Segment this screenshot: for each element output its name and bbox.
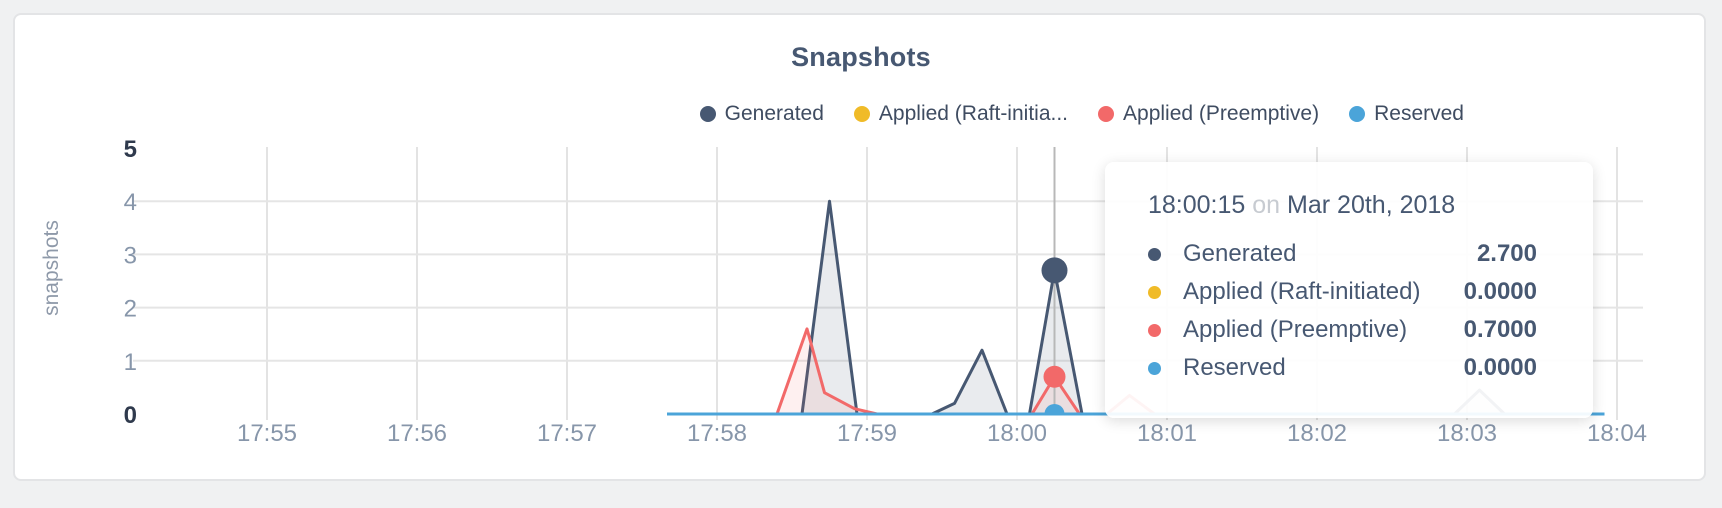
chart-title: Snapshots [791, 42, 931, 72]
tooltip-series-value: 0.0000 [1463, 278, 1537, 305]
tooltip-row-generated: Generated 2.700 [1148, 235, 1537, 273]
legend-swatch-icon [1349, 106, 1366, 122]
tooltip-series-value: 0.0000 [1463, 354, 1537, 381]
x-tick-label: 17:55 [237, 420, 297, 447]
tooltip-date: Mar 20th, 2018 [1287, 191, 1456, 219]
x-tick-label: 17:58 [687, 420, 747, 447]
y-tick-label: 4 [124, 189, 137, 216]
tooltip-series-value: 0.7000 [1463, 316, 1537, 343]
x-tick-label: 18:02 [1287, 420, 1347, 447]
tooltip-conjunction: on [1252, 191, 1281, 219]
tooltip-row-raft: Applied (Raft-initiated) 0.0000 [1148, 273, 1537, 311]
tooltip-series-label: Applied (Preemptive) [1183, 316, 1408, 343]
y-axis-label: snapshots [40, 220, 63, 316]
legend-swatch-icon [853, 106, 870, 122]
x-tick-label: 18:04 [1587, 420, 1647, 447]
legend-item-raft[interactable]: Applied (Raft-initia... [853, 102, 1069, 126]
tooltip-series-dot-icon [1148, 323, 1161, 337]
x-tick-label: 17:59 [837, 420, 897, 447]
legend-swatch-icon [1098, 106, 1115, 122]
x-tick-label: 18:00 [987, 420, 1047, 447]
tooltip-series-dot-icon [1148, 361, 1161, 375]
y-tick-label: 5 [124, 136, 137, 163]
x-tick-label: 18:01 [1137, 420, 1197, 447]
axis-tick-labels: 17:55 17:56 17:57 17:58 17:59 18:00 18:01 18:02… [124, 136, 1647, 447]
x-tick-label: 17:57 [537, 420, 597, 447]
hover-dot-generated [1041, 257, 1068, 284]
hover-dot-preemptive [1043, 365, 1066, 388]
tooltip-series-label: Reserved [1183, 354, 1286, 381]
legend-item-preemptive[interactable]: Applied (Preemptive) [1098, 102, 1319, 126]
legend-label: Generated [724, 102, 824, 125]
tooltip-series-dot-icon [1148, 285, 1161, 299]
legend-label: Applied (Preemptive) [1123, 102, 1320, 125]
legend-item-generated[interactable]: Generated [699, 102, 824, 126]
tooltip-series-value: 2.700 [1476, 240, 1537, 267]
tooltip-header: 18:00:15 on Mar 20th, 2018 [1148, 188, 1537, 222]
legend-label: Applied (Raft-initia... [878, 102, 1069, 125]
x-tick-label: 17:56 [387, 420, 447, 447]
y-tick-label: 2 [124, 296, 137, 323]
y-tick-label: 3 [124, 242, 137, 269]
legend-item-reserved[interactable]: Reserved [1349, 102, 1464, 126]
y-tick-label: 1 [124, 349, 137, 376]
tooltip-row-reserved: Reserved 0.0000 [1148, 349, 1537, 387]
hover-tooltip: 18:00:15 on Mar 20th, 2018 Generated 2.70… [1105, 162, 1593, 418]
tooltip-series-dot-icon [1148, 247, 1161, 261]
tooltip-time: 18:00:15 [1148, 191, 1246, 219]
x-tick-label: 18:03 [1437, 420, 1497, 447]
tooltip-series-label: Applied (Raft-initiated) [1183, 278, 1421, 305]
tooltip-rows: Generated 2.700 Applied (Raft-initiated) 0.… [1148, 235, 1537, 387]
chart-legend: Generated Applied (Raft-initia... Applied … [699, 102, 1464, 126]
legend-label: Reserved [1374, 102, 1464, 125]
hover-marker [1041, 147, 1068, 416]
y-tick-label: 0 [124, 402, 137, 429]
legend-swatch-icon [699, 106, 716, 122]
tooltip-row-preemptive: Applied (Preemptive) 0.7000 [1148, 311, 1537, 349]
hover-dot-reserved [1044, 404, 1065, 416]
tooltip-series-label: Generated [1183, 240, 1297, 267]
